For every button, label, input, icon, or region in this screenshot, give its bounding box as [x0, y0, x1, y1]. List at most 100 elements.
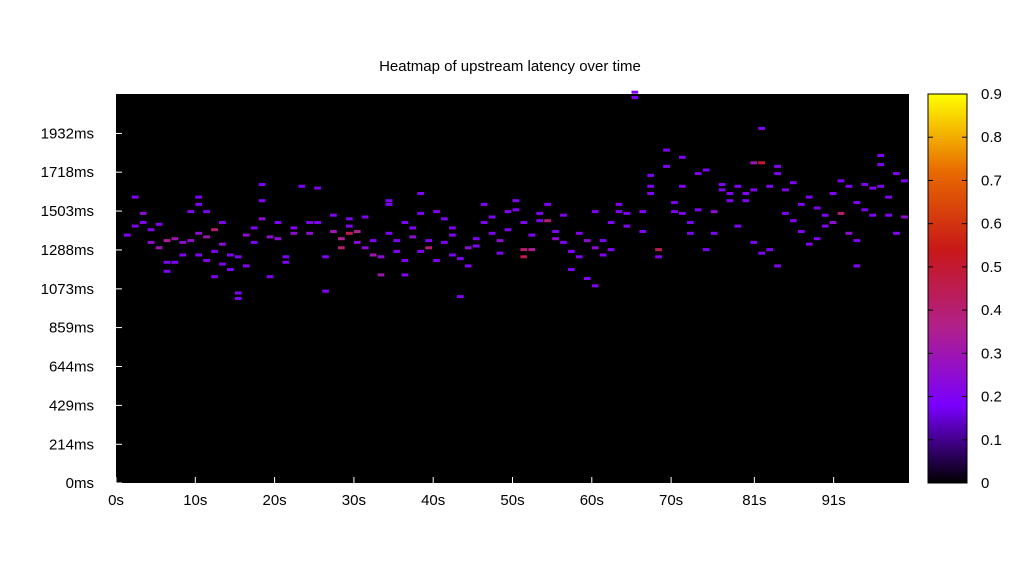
heatmap-cell	[457, 295, 464, 299]
heatmap-cell	[155, 222, 163, 226]
x-tick-label: 81s	[742, 492, 766, 509]
heatmap-cell	[234, 291, 242, 295]
heatmap-cell	[552, 230, 559, 233]
heatmap-cell	[766, 184, 773, 188]
colorbar-tick-label: 0.8	[981, 129, 1002, 146]
heatmap-cell	[480, 221, 488, 224]
heatmap-cell	[123, 233, 131, 237]
heatmap-cell	[274, 221, 282, 224]
heatmap-cell	[322, 289, 329, 293]
y-tick-label: 214ms	[49, 436, 94, 453]
heatmap-cell	[655, 248, 662, 252]
heatmap-cell	[234, 255, 242, 259]
heatmap-cell	[290, 231, 298, 235]
heatmap-cell	[417, 249, 424, 253]
heatmap-cell	[433, 259, 440, 262]
heatmap-cell	[591, 284, 599, 288]
heatmap-cell	[211, 275, 218, 279]
heatmap-cell	[369, 239, 377, 243]
heatmap-cell	[441, 240, 448, 244]
heatmap-cell	[877, 163, 884, 167]
heatmap-cell	[694, 172, 702, 176]
heatmap-cell	[425, 246, 432, 250]
heatmap-cell	[464, 264, 472, 268]
heatmap-cell	[790, 181, 797, 185]
heatmap-cell	[679, 184, 686, 188]
heatmap-cell	[433, 210, 440, 214]
heatmap-cell	[782, 211, 789, 215]
heatmap-cell	[179, 240, 187, 244]
x-tick-label: 40s	[421, 492, 445, 509]
heatmap-cell	[528, 233, 536, 237]
heatmap-cell	[346, 224, 353, 228]
heatmap-cell	[694, 208, 702, 212]
heatmap-cell	[195, 202, 202, 206]
heatmap-cell	[607, 221, 615, 224]
heatmap-cell	[464, 246, 472, 250]
heatmap-cell	[488, 215, 496, 219]
heatmap-cell	[520, 221, 528, 224]
heatmap-cell	[472, 237, 480, 241]
heatmap-cell	[710, 231, 718, 235]
y-tick-label: 1288ms	[41, 242, 94, 259]
heatmap-cell	[726, 199, 734, 203]
heatmap-cell	[861, 183, 869, 186]
heatmap-cell	[441, 217, 448, 221]
heatmap-cell	[195, 253, 202, 257]
heatmap-cell	[901, 179, 908, 183]
heatmap-cell	[512, 208, 520, 212]
heatmap-cell	[774, 264, 781, 268]
y-tick-label: 1932ms	[41, 125, 94, 142]
heatmap-cell	[639, 230, 647, 233]
heatmap-cell	[147, 228, 155, 232]
x-tick-label: 0s	[108, 492, 124, 509]
heatmap-cell	[805, 242, 813, 246]
heatmap-cell	[346, 217, 353, 221]
heatmap-cell	[774, 172, 781, 176]
heatmap-cell	[139, 211, 147, 215]
colorbar-tick-label: 0.3	[981, 345, 1002, 362]
heatmap-cell	[203, 210, 210, 214]
heatmap-cell	[671, 210, 678, 214]
heatmap-cell	[845, 184, 853, 188]
x-tick-label: 30s	[342, 492, 366, 509]
heatmap-cell	[813, 206, 821, 210]
heatmap-cell	[853, 239, 861, 243]
heatmap-cell	[139, 221, 147, 224]
heatmap-cell	[369, 253, 377, 257]
heatmap-cell	[338, 237, 345, 241]
heatmap-cell	[131, 195, 139, 199]
heatmap-cell	[195, 231, 202, 235]
heatmap-cell	[393, 239, 401, 243]
colorbar-tick-label: 0.1	[981, 432, 1002, 449]
heatmap-cell	[242, 264, 250, 268]
colorbar-tick-label: 0.2	[981, 389, 1002, 406]
heatmap-cell	[726, 192, 734, 195]
heatmap-cell	[385, 231, 393, 235]
heatmap-cell	[647, 192, 654, 195]
heatmap-cell	[552, 237, 559, 241]
heatmap-cell	[615, 202, 623, 206]
y-tick-label: 1503ms	[41, 203, 94, 220]
heatmap-cell	[821, 213, 829, 217]
heatmap-cell	[655, 255, 662, 259]
heatmap-cell	[766, 248, 773, 252]
heatmap-cell	[568, 249, 575, 253]
heatmap-cell	[361, 246, 369, 250]
heatmap-cell	[877, 154, 884, 157]
heatmap-cell	[837, 211, 845, 215]
chart-title: Heatmap of upstream latency over time	[379, 58, 641, 75]
heatmap-cell	[155, 246, 163, 250]
heatmap-cell	[758, 161, 765, 165]
heatmap-cell	[457, 257, 464, 261]
heatmap-cell	[782, 188, 789, 192]
heatmap-cell	[147, 240, 155, 244]
heatmap-cell	[687, 221, 694, 224]
heatmap-cell	[837, 179, 845, 183]
colorbar-tick-label: 0.6	[981, 216, 1002, 233]
heatmap-cell	[219, 242, 226, 246]
heatmap-cell	[679, 155, 686, 159]
heatmap-cell	[282, 255, 290, 259]
heatmap-cell	[901, 215, 908, 219]
